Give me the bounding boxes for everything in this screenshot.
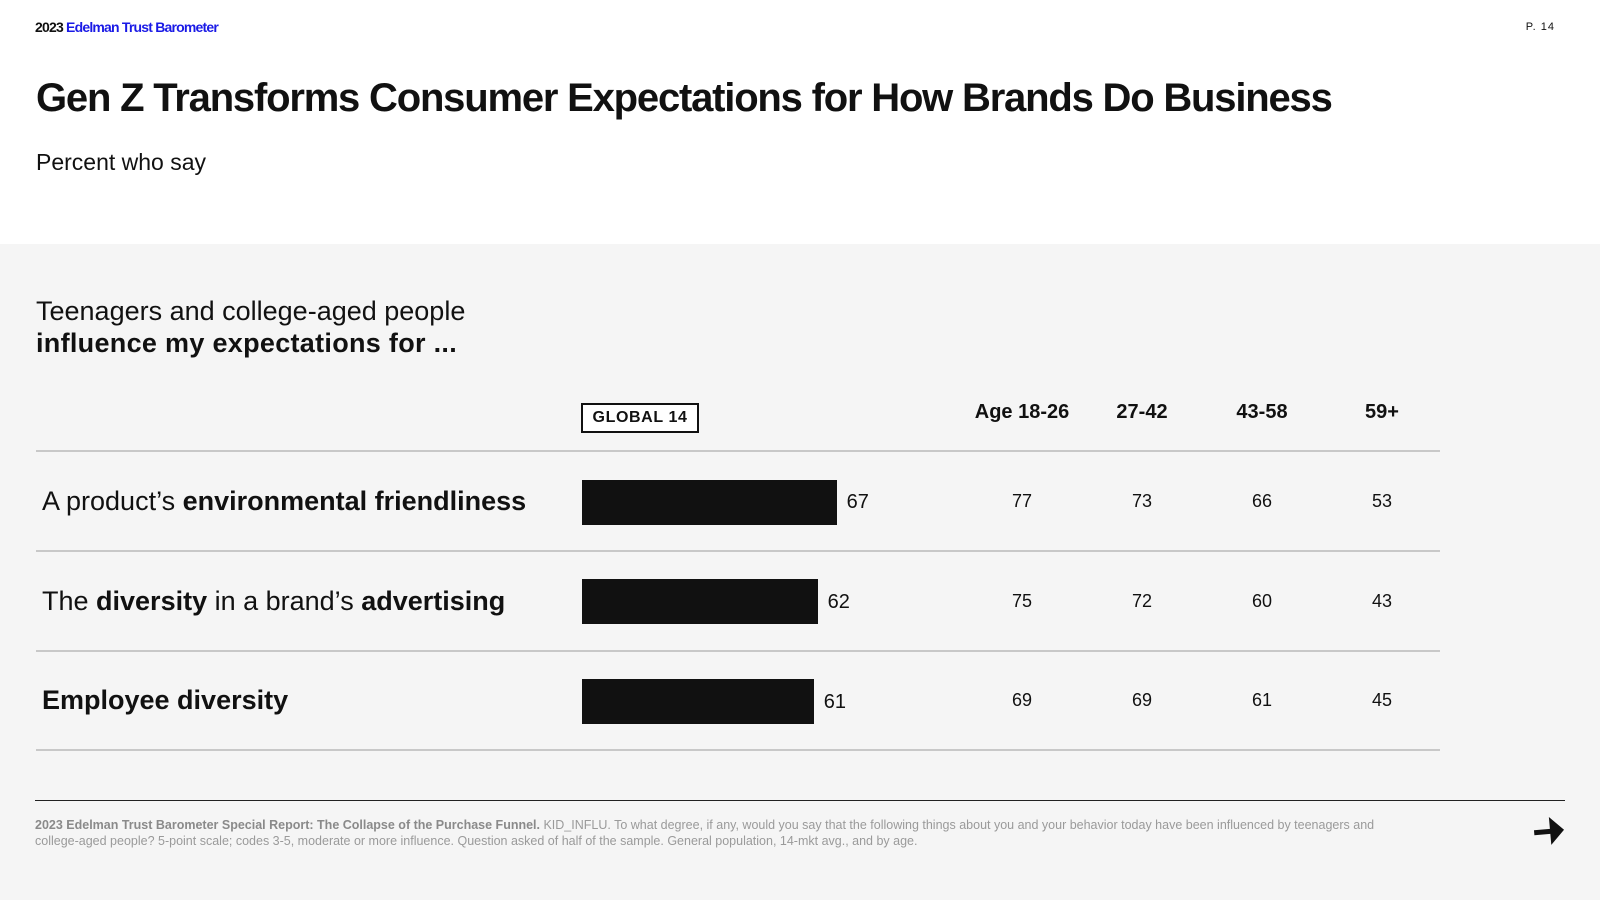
cell-27-42: 72 <box>1131 591 1153 611</box>
cell-43-58: 61 <box>1251 690 1273 710</box>
brand-logo: 2023 Edelman Trust Barometer <box>35 19 219 35</box>
cell-59-plus: 43 <box>1371 591 1393 611</box>
global-14-badge: GLOBAL 14 <box>581 403 699 433</box>
global-bar <box>582 679 814 724</box>
footnote-text: KID_INFLU. To what degree, if any, would… <box>35 818 1375 848</box>
global-bar <box>582 579 818 624</box>
cell-27-42: 73 <box>1131 491 1153 511</box>
row-label-advertising-diversity: The diversity in a brand’s advertising <box>42 586 506 616</box>
cell-43-58: 66 <box>1251 491 1273 511</box>
cell-59-plus: 45 <box>1371 690 1393 710</box>
row-label-environmental-friendliness: A product’s environmental friendliness <box>42 486 527 516</box>
row-label-employee-diversity: Employee diversity <box>42 685 289 715</box>
page-number: P. 14 <box>1525 21 1555 33</box>
cell-27-42: 69 <box>1131 690 1153 710</box>
table-rule-top <box>36 450 1440 452</box>
table-rule <box>36 650 1440 652</box>
footnote-source: 2023 Edelman Trust Barometer Special Rep… <box>35 818 540 832</box>
col-header-43-58: 43-58 <box>1236 401 1288 423</box>
table-rule <box>36 550 1440 552</box>
global-value-label: 67 <box>846 491 869 513</box>
brand-year: 2023 <box>35 19 64 35</box>
page-title: Gen Z Transforms Consumer Expectations f… <box>36 76 1333 120</box>
col-header-27-42: 27-42 <box>1116 401 1168 423</box>
global-value-label: 61 <box>823 691 847 713</box>
brand-name: Edelman Trust Barometer <box>66 19 219 35</box>
cell-age-18-26: 75 <box>1011 591 1033 611</box>
footer-rule <box>35 800 1565 801</box>
question-line-2: influence my expectations for ... <box>36 328 458 358</box>
question-text: Teenagers and college-aged people influe… <box>36 295 465 359</box>
next-arrow-icon[interactable] <box>1532 813 1566 847</box>
table-rule-bottom <box>36 749 1440 751</box>
global-value-label: 62 <box>827 591 850 613</box>
cell-age-18-26: 77 <box>1011 491 1033 511</box>
global-bar <box>582 480 837 525</box>
col-header-age-18-26: Age 18-26 <box>974 401 1070 423</box>
footnote: 2023 Edelman Trust Barometer Special Rep… <box>35 817 1415 849</box>
page-subtitle: Percent who say <box>36 149 207 175</box>
header-panel <box>0 0 1600 244</box>
cell-59-plus: 53 <box>1371 491 1393 511</box>
cell-43-58: 60 <box>1251 591 1273 611</box>
question-line-1: Teenagers and college-aged people <box>36 296 466 326</box>
cell-age-18-26: 69 <box>1011 690 1033 710</box>
col-header-59-plus: 59+ <box>1365 401 1399 423</box>
